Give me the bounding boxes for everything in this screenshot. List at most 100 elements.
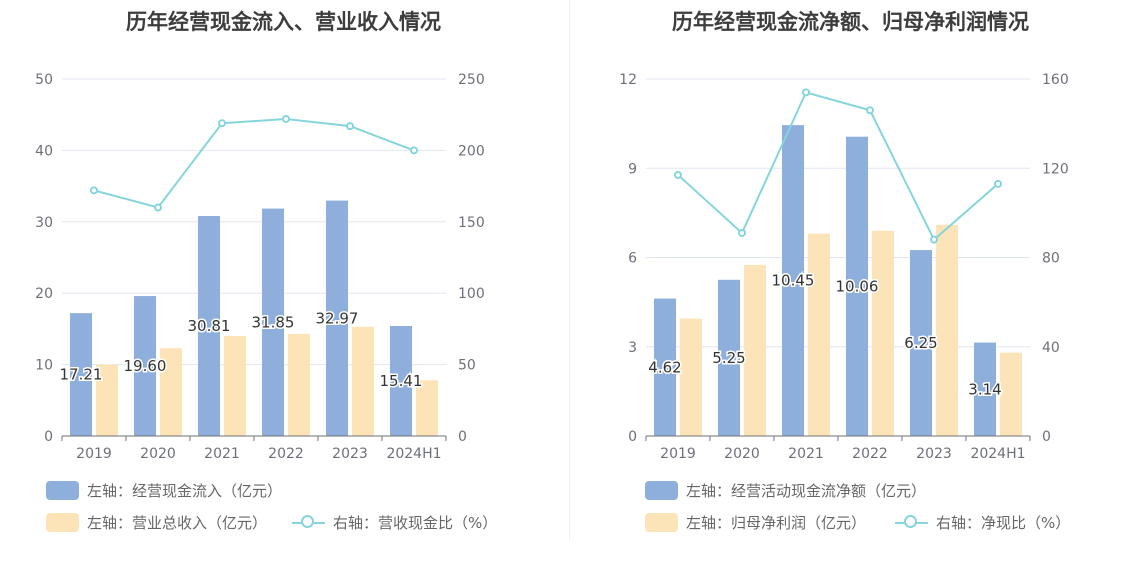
chart-title: 历年经营现金流入、营业收入情况 <box>126 10 441 34</box>
legend-label: 左轴：营业总收入（亿元） <box>87 514 268 532</box>
legend-swatch-line <box>292 513 325 532</box>
legend-label: 左轴：经营现金流入（亿元） <box>87 482 283 500</box>
data-label: 3.14 <box>968 380 1001 398</box>
bar-series-2 <box>936 224 958 436</box>
y-tick-right: 0 <box>458 429 467 445</box>
line-series <box>677 91 999 242</box>
data-label: 15.41 <box>380 372 423 390</box>
bar-series-2 <box>96 364 118 436</box>
legend-swatch-line <box>895 513 928 532</box>
chart-panel-net-cash-flow: 历年经营现金流净额、归母净利润情况 0 3 6 9 12 0 40 80 120 160 2019 2… <box>567 0 1134 582</box>
bar-series-2 <box>352 326 374 436</box>
legend-label: 左轴：经营活动现金流净额（亿元） <box>686 482 927 500</box>
x-tick-label: 2020 <box>140 446 176 462</box>
x-tick-label: 2024H1 <box>386 446 441 462</box>
line-point <box>994 179 1002 188</box>
data-label: 30.81 <box>188 317 231 335</box>
line-point <box>90 186 98 195</box>
bar-series-1 <box>262 208 284 436</box>
legend-item-revenue-cash-ratio[interactable]: 右轴：营收现金比（%） <box>292 512 497 533</box>
y-tick-left: 40 <box>35 143 53 159</box>
bar-series-1 <box>782 125 804 437</box>
bar-series-2 <box>872 230 894 436</box>
y-tick-right: 120 <box>1042 161 1069 177</box>
y-tick-right: 40 <box>1042 340 1060 356</box>
line-point <box>346 122 354 131</box>
chart-plot-area: 0 10 20 30 40 50 0 50 100 150 200 250 2019 2020 2021 20… <box>35 72 485 462</box>
legend-swatch-bar <box>46 513 79 532</box>
x-tick-label: 2019 <box>76 446 112 462</box>
x-tick-label: 2020 <box>724 446 760 462</box>
bar-series-2 <box>224 336 246 436</box>
legend-item-revenue[interactable]: 左轴：营业总收入（亿元） <box>46 512 267 533</box>
bar-series-1 <box>974 342 996 436</box>
data-label: 32.97 <box>316 309 359 327</box>
y-tick-left: 0 <box>628 429 637 445</box>
y-tick-right: 200 <box>458 143 485 159</box>
legend-item-net-cash-ratio[interactable]: 右轴：净现比（%） <box>895 512 1070 533</box>
legend-swatch-bar <box>645 513 678 532</box>
bar-series-2 <box>744 264 766 436</box>
y-tick-left: 9 <box>628 161 637 177</box>
legend-label: 右轴：净现比（%） <box>936 514 1071 532</box>
y-tick-left: 0 <box>44 429 53 445</box>
y-tick-left: 3 <box>628 340 637 356</box>
bar-series-1 <box>654 298 676 436</box>
data-label: 19.60 <box>124 357 167 375</box>
x-tick-label: 2023 <box>916 446 952 462</box>
bar-series-1 <box>326 200 348 436</box>
line-point <box>154 203 162 212</box>
legend-item-cash-inflow[interactable]: 左轴：经营现金流入（亿元） <box>46 480 282 501</box>
bar-series-2 <box>416 380 438 436</box>
bar-series-1 <box>390 325 412 436</box>
data-label: 10.45 <box>772 272 815 290</box>
line-point <box>674 170 682 179</box>
data-label: 5.25 <box>712 349 745 367</box>
bar-series-1 <box>910 250 932 436</box>
line-series <box>93 117 415 209</box>
line-point <box>738 228 746 237</box>
x-tick-label: 2021 <box>788 446 824 462</box>
legend-item-net-profit[interactable]: 左轴：归母净利润（亿元） <box>645 512 866 533</box>
line-point <box>866 106 874 115</box>
y-tick-left: 30 <box>35 215 53 231</box>
y-tick-right: 0 <box>1042 429 1051 445</box>
data-label: 10.06 <box>836 277 879 295</box>
y-tick-right: 150 <box>458 215 485 231</box>
y-tick-right: 250 <box>458 72 485 88</box>
legend-swatch-bar <box>645 481 678 500</box>
bar-series-1 <box>70 313 92 436</box>
data-label: 4.62 <box>648 358 681 376</box>
y-tick-left: 20 <box>35 286 53 302</box>
y-tick-right: 50 <box>458 358 476 374</box>
y-tick-left: 12 <box>619 72 637 88</box>
legend-item-net-cash-flow[interactable]: 左轴：经营活动现金流净额（亿元） <box>645 480 926 501</box>
bar-series-1 <box>846 136 868 436</box>
x-tick-label: 2022 <box>852 446 888 462</box>
y-tick-left: 50 <box>35 72 53 88</box>
x-tick-label: 2021 <box>204 446 240 462</box>
chart-title: 历年经营现金流净额、归母净利润情况 <box>672 10 1029 34</box>
line-point <box>282 114 290 123</box>
data-label: 31.85 <box>252 313 295 331</box>
line-point <box>802 88 810 97</box>
y-tick-right: 80 <box>1042 251 1060 267</box>
y-tick-right: 160 <box>1042 72 1069 88</box>
line-point <box>218 119 226 128</box>
y-tick-right: 100 <box>458 286 485 302</box>
x-tick-label: 2019 <box>660 446 696 462</box>
bar-series-1 <box>198 216 220 436</box>
y-tick-left: 6 <box>628 251 637 267</box>
bar-series-2 <box>288 333 310 436</box>
bar-series-1 <box>718 279 740 436</box>
bar-series-2 <box>1000 352 1022 436</box>
data-label: 17.21 <box>60 366 103 384</box>
y-tick-left: 10 <box>35 358 53 374</box>
line-point <box>410 146 418 155</box>
x-tick-label: 2023 <box>332 446 368 462</box>
x-tick-label: 2024H1 <box>970 446 1025 462</box>
legend-label: 右轴：营收现金比（%） <box>333 514 498 532</box>
x-tick-label: 2022 <box>268 446 304 462</box>
bar-series-2 <box>808 233 830 436</box>
